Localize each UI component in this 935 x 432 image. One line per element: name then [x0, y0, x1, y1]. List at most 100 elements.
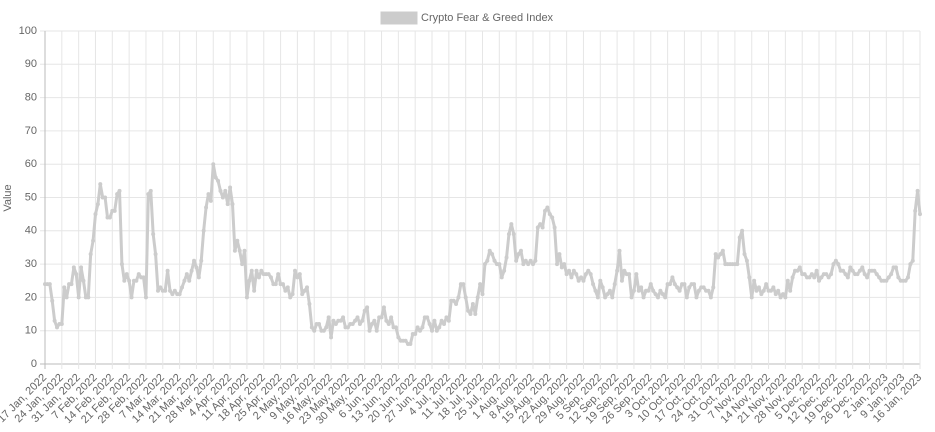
data-point — [521, 262, 526, 267]
data-point — [317, 322, 322, 327]
data-point — [595, 295, 600, 300]
data-point — [55, 325, 60, 330]
y-tick-label: 30 — [25, 258, 37, 270]
legend-label[interactable]: Crypto Fear & Greed Index — [421, 12, 554, 24]
legend-swatch[interactable] — [380, 11, 418, 25]
data-point — [636, 288, 641, 293]
data-point — [737, 235, 742, 240]
data-point — [249, 268, 254, 273]
data-point — [780, 292, 785, 297]
data-point — [841, 268, 846, 273]
data-point — [353, 318, 358, 323]
data-point — [598, 278, 603, 283]
data-point — [610, 295, 615, 300]
data-point — [485, 258, 490, 263]
data-point — [764, 282, 769, 287]
data-point — [581, 278, 586, 283]
data-point — [886, 275, 891, 280]
data-point — [670, 275, 675, 280]
data-point — [81, 278, 86, 283]
data-point — [355, 315, 360, 320]
data-point — [418, 328, 422, 333]
data-point — [509, 222, 514, 227]
data-point — [809, 272, 814, 277]
data-point — [480, 292, 485, 297]
data-point — [569, 275, 574, 280]
data-point — [756, 285, 761, 290]
data-point — [189, 268, 194, 273]
data-point — [151, 232, 156, 237]
data-point — [631, 288, 636, 293]
data-point — [326, 315, 331, 320]
data-point — [663, 295, 668, 300]
data-point — [143, 295, 148, 300]
data-point — [672, 282, 677, 287]
data-point — [545, 205, 550, 210]
data-point — [372, 318, 377, 323]
data-point — [454, 302, 459, 307]
data-point — [571, 268, 576, 273]
data-point — [639, 285, 644, 290]
data-point — [893, 265, 898, 270]
data-point — [59, 322, 64, 327]
data-point — [843, 272, 848, 277]
data-point — [600, 285, 605, 290]
data-point — [293, 268, 297, 273]
data-point — [872, 268, 877, 273]
data-point — [653, 292, 658, 297]
data-point — [660, 292, 665, 297]
data-point — [687, 285, 692, 290]
data-point — [511, 232, 516, 237]
data-point — [905, 275, 910, 280]
data-point — [655, 295, 660, 300]
data-point — [785, 278, 790, 283]
data-point — [196, 275, 201, 280]
data-point — [333, 322, 338, 327]
data-point — [744, 258, 749, 263]
data-point — [280, 282, 285, 287]
data-point — [374, 328, 379, 333]
data-point — [646, 288, 651, 293]
data-point — [345, 325, 350, 330]
data-point — [540, 225, 545, 230]
data-point — [463, 295, 468, 300]
data-point — [684, 295, 689, 300]
data-point — [526, 262, 531, 267]
data-point — [586, 268, 591, 273]
data-point — [615, 268, 620, 273]
y-tick-label: 100 — [19, 25, 37, 37]
data-point — [168, 288, 172, 293]
data-point — [446, 318, 451, 323]
data-point — [530, 262, 535, 267]
data-point — [122, 278, 127, 283]
data-point — [91, 238, 96, 243]
data-point — [593, 288, 598, 293]
data-point — [752, 278, 757, 283]
data-point — [641, 295, 646, 300]
data-point — [244, 295, 249, 300]
data-point — [814, 268, 819, 273]
data-point — [776, 288, 781, 293]
data-point — [430, 328, 435, 333]
data-point — [393, 325, 398, 330]
data-point — [259, 268, 264, 273]
data-point — [492, 258, 497, 263]
data-point — [230, 202, 235, 207]
data-point — [574, 272, 579, 277]
data-point — [783, 295, 788, 300]
data-point — [187, 278, 192, 283]
data-point — [701, 285, 706, 290]
data-point — [88, 252, 93, 257]
data-point — [192, 258, 197, 263]
data-point — [651, 288, 656, 293]
data-point — [807, 275, 812, 280]
data-point — [535, 225, 540, 230]
data-point — [341, 315, 346, 320]
data-point — [533, 258, 538, 263]
data-point — [415, 325, 420, 330]
data-point — [223, 188, 228, 193]
y-tick-label: 70 — [25, 125, 37, 137]
data-point — [490, 252, 495, 257]
data-point — [256, 275, 261, 280]
data-point — [124, 272, 129, 277]
